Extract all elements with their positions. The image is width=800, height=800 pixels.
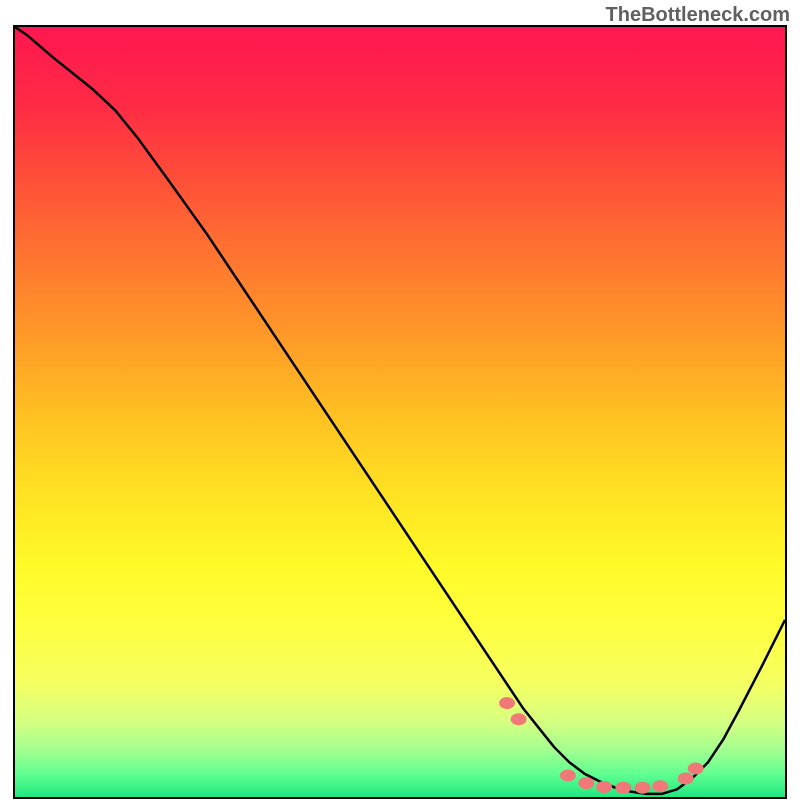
curve-marker <box>499 697 515 709</box>
curve-marker <box>560 769 576 781</box>
curve-marker <box>578 777 594 789</box>
chart-frame <box>13 25 787 799</box>
chart-svg <box>15 27 785 797</box>
curve-marker <box>615 782 631 794</box>
curve-marker <box>652 780 668 792</box>
gradient-background <box>15 27 785 797</box>
curve-marker <box>596 781 612 793</box>
watermark-text: TheBottleneck.com <box>606 4 790 27</box>
curve-marker <box>511 713 527 725</box>
curve-marker <box>635 782 651 794</box>
curve-marker <box>688 763 704 775</box>
curve-marker <box>678 773 694 785</box>
